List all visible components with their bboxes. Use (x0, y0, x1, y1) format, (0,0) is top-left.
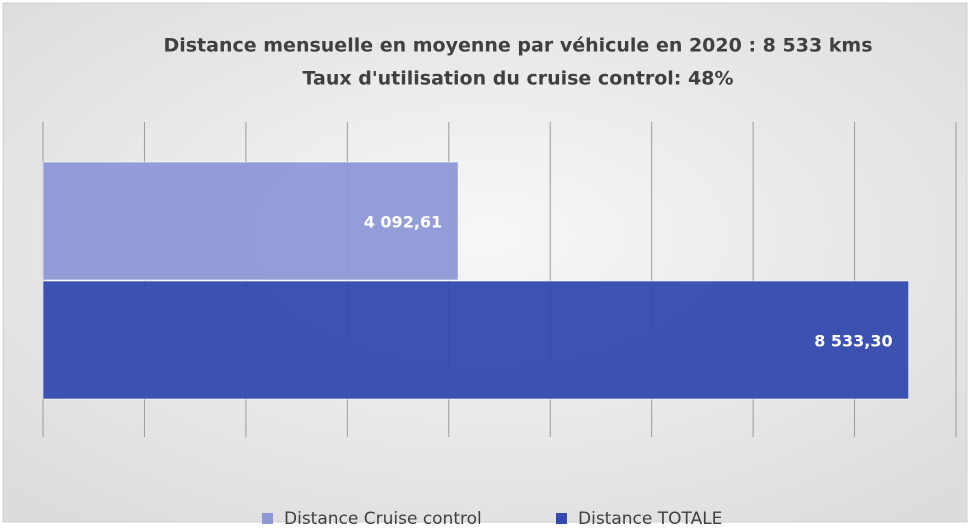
legend-swatch (262, 513, 273, 524)
data-label: 8 533,30 (814, 332, 892, 351)
chart-title: Distance mensuelle en moyenne par véhicu… (163, 35, 872, 57)
legend-swatch (556, 513, 567, 524)
bars: 4 092,61 8 533,30 (42, 161, 910, 400)
bar (42, 161, 459, 281)
legend: Distance Cruise control Distance TOTALE (262, 509, 722, 529)
chart-subtitle: Taux d'utilisation du cruise control: 48… (303, 68, 734, 90)
legend-label: Distance Cruise control (284, 509, 482, 526)
data-label: 4 092,61 (364, 213, 442, 232)
bar (42, 280, 910, 400)
legend-label: Distance TOTALE (578, 509, 722, 526)
